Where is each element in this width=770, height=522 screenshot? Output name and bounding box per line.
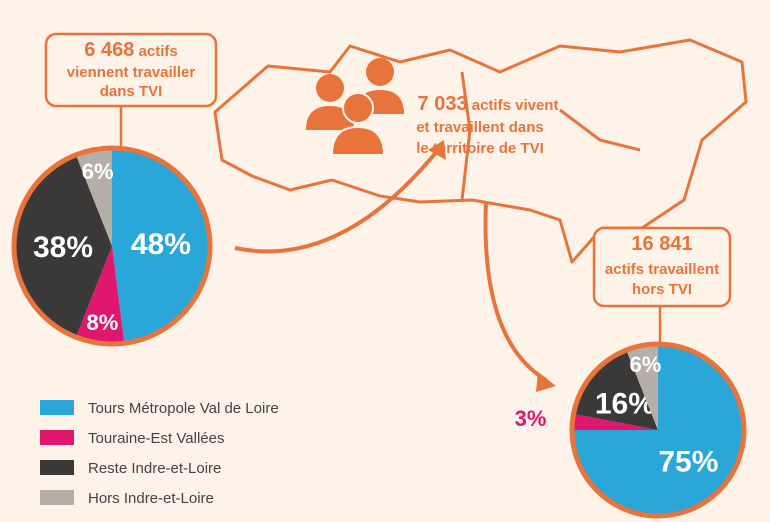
annotation-box xyxy=(592,226,732,308)
legend-label: Hors Indre-et-Loire xyxy=(88,490,214,507)
people-icon xyxy=(306,58,404,156)
pie-border xyxy=(569,341,747,519)
legend-swatch xyxy=(40,400,74,415)
arrow xyxy=(483,201,548,382)
annotation-number: 6 468 xyxy=(84,39,134,61)
legend-label: Touraine-Est Vallées xyxy=(88,430,224,447)
legend-swatch xyxy=(40,490,74,505)
slice-label: 3% xyxy=(515,406,547,431)
pie-border xyxy=(11,145,213,347)
annotation-box xyxy=(44,32,218,108)
legend-swatch xyxy=(40,430,74,445)
center-line: le territoire de TVI xyxy=(416,140,544,157)
annotation-line: viennent travailler xyxy=(67,64,196,81)
pie-slice xyxy=(112,148,210,344)
annotation-line: actifs travaillent xyxy=(605,261,719,278)
arrowhead xyxy=(536,372,556,392)
legend-swatch xyxy=(40,460,74,475)
center-text: 7 033 actifs vivent xyxy=(418,93,559,115)
center-number: 7 033 xyxy=(418,93,468,115)
slice-label: 75% xyxy=(658,445,718,478)
slice-label: 8% xyxy=(87,310,119,335)
legend-label: Reste Indre-et-Loire xyxy=(88,460,221,477)
territory-map xyxy=(213,38,748,264)
pie-slice xyxy=(573,350,658,430)
annotation-line: dans TVI xyxy=(100,83,163,100)
annotation: 6 468 actifs xyxy=(84,39,177,61)
slice-label: 6% xyxy=(82,159,114,184)
center-line: et travaillent dans xyxy=(416,119,544,136)
center-line: actifs vivent xyxy=(472,97,559,114)
arrowhead xyxy=(428,140,446,160)
legend-label: Tours Métropole Val de Loire xyxy=(88,400,279,417)
arrow xyxy=(234,148,440,254)
slice-label: 6% xyxy=(630,352,662,377)
pie-slice xyxy=(626,344,658,430)
slice-label: 38% xyxy=(33,231,93,264)
pie-slice xyxy=(75,148,112,246)
pie-slice xyxy=(572,413,658,430)
pie-slice xyxy=(75,246,125,344)
annotation-line: hors TVI xyxy=(632,281,692,298)
pie-slice xyxy=(14,154,112,338)
annotation-line: actifs xyxy=(139,43,178,60)
annotation-number: 16 841 xyxy=(631,233,692,255)
slice-label: 48% xyxy=(131,228,191,261)
